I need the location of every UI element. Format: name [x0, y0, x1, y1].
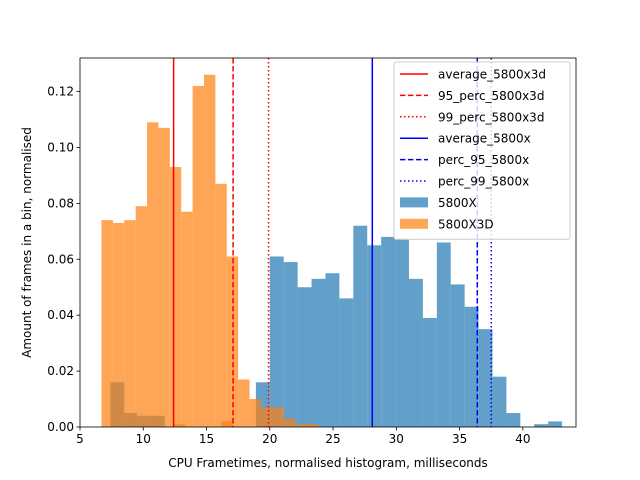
y-tick-label-0.12: 0.12 — [47, 85, 74, 99]
bar-5800x3d-0 — [101, 220, 113, 427]
bar-5800x3d-16 — [283, 418, 296, 427]
bar-5800x3d-20 — [221, 421, 234, 427]
x-axis-label: CPU Frametimes, normalised histogram, mi… — [168, 456, 488, 470]
y-tick-label-0.04: 0.04 — [47, 308, 74, 322]
legend-label-5800x3d: 5800X3D — [438, 217, 494, 231]
bar-5800x3d-12 — [238, 379, 250, 427]
bar-5800x-17 — [436, 242, 451, 427]
legend-swatch-5800x — [400, 197, 428, 208]
bar-5800x3d-7 — [181, 211, 193, 427]
bar-5800x3d-19 — [173, 424, 186, 427]
legend-label-average-5800x: average_5800x — [438, 132, 531, 146]
bar-5800x3d-3 — [135, 206, 148, 427]
legend-label-perc-95-5800x: perc_95_5800x — [438, 153, 529, 167]
bar-5800x-15 — [408, 278, 423, 427]
y-axis-label: Amount of frames in a bin, normalised — [20, 127, 34, 358]
bar-5800x3d-6 — [169, 167, 182, 428]
bar-5800x3d-10 — [215, 183, 227, 427]
x-tick-label-35: 35 — [452, 432, 467, 446]
bar-5800x-7 — [297, 287, 312, 427]
bar-5800x3d-15 — [272, 407, 284, 427]
bar-5800x-6 — [283, 262, 298, 427]
bar-5800x-10 — [339, 298, 354, 427]
bar-5800x-16 — [422, 317, 437, 427]
legend-box — [393, 61, 571, 240]
x-tick-label-30: 30 — [389, 432, 404, 446]
y-tick-label-0.02: 0.02 — [47, 364, 74, 378]
series-5800x-bars — [110, 225, 563, 427]
bar-5800x3d-4 — [147, 122, 159, 427]
bar-5800x3d-18 — [306, 424, 318, 427]
x-tick-label-40: 40 — [515, 432, 530, 446]
legend-label-5800x: 5800X — [438, 196, 477, 210]
bar-5800x-12 — [367, 245, 382, 427]
bar-5800x3d-13 — [249, 399, 261, 427]
bar-5800x-23 — [534, 424, 549, 427]
bar-5800x-5 — [269, 256, 284, 427]
bar-5800x-18 — [450, 284, 465, 427]
bar-5800x-20 — [478, 329, 493, 427]
bar-5800x3d-1 — [112, 222, 125, 427]
axes-frame — [79, 57, 577, 428]
y-tick-label-0.10: 0.10 — [47, 140, 74, 154]
bar-5800x-11 — [353, 225, 368, 427]
bar-5800x3d-5 — [158, 127, 170, 428]
x-axis: 5 10 15 20 25 30 35 40 — [76, 427, 530, 446]
y-axis: 0.00 0.02 0.04 0.06 0.08 0.10 0.12 — [47, 85, 80, 434]
legend-swatch-5800x3d — [400, 218, 428, 229]
bar-5800x3d-9 — [204, 74, 216, 427]
bar-5800x-24 — [548, 421, 563, 427]
legend-label-average-5800x3d: average_5800x3d — [438, 68, 546, 82]
y-tick-label-0.00: 0.00 — [47, 420, 74, 434]
x-tick-label-5: 5 — [76, 432, 84, 446]
bar-5800x-19 — [464, 306, 479, 427]
bar-5800x-13 — [381, 236, 396, 427]
plot-area — [101, 58, 563, 428]
x-tick-label-15: 15 — [199, 432, 214, 446]
bar-5800x-22 — [506, 413, 521, 427]
legend: average_5800x3d 95_perc_5800x3d 99_perc_58… — [393, 61, 571, 240]
bar-5800x-9 — [325, 273, 340, 427]
bar-5800x3d-8 — [192, 85, 204, 428]
legend-label-99-perc-5800x3d: 99_perc_5800x3d — [438, 110, 544, 124]
y-tick-label-0.08: 0.08 — [47, 196, 74, 210]
legend-label-perc-99-5800x: perc_99_5800x — [438, 175, 529, 189]
x-tick-label-20: 20 — [262, 432, 277, 446]
bar-5800x-21 — [492, 376, 507, 427]
bar-5800x3d-17 — [295, 424, 307, 427]
y-tick-label-0.06: 0.06 — [47, 252, 74, 266]
bar-5800x3d-14 — [260, 407, 273, 427]
x-tick-label-10: 10 — [136, 432, 151, 446]
bar-5800x-14 — [395, 239, 409, 427]
x-tick-label-25: 25 — [325, 432, 340, 446]
legend-label-95-perc-5800x3d: 95_perc_5800x3d — [438, 89, 544, 103]
bar-5800x-8 — [311, 278, 326, 427]
bar-5800x3d-2 — [124, 220, 136, 427]
